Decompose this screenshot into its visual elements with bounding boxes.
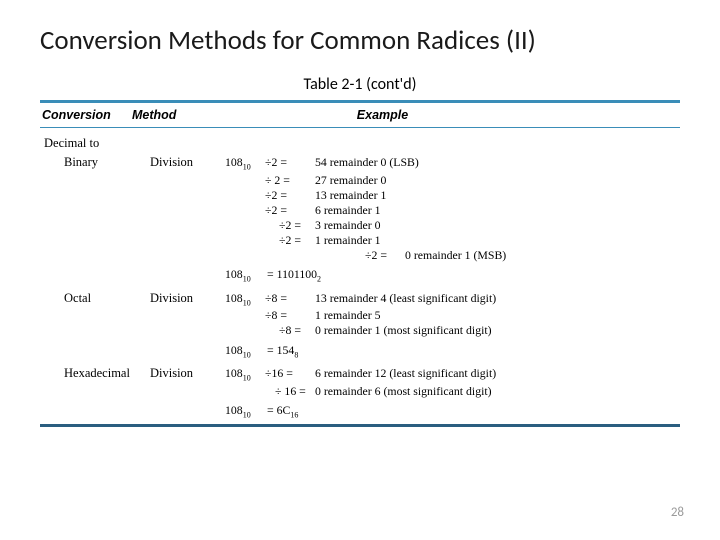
operator: ÷16 =	[265, 366, 315, 384]
calc-line: ÷2 =0 remainder 1 (MSB)	[225, 248, 680, 263]
example-cell: 10810÷2 =54 remainder 0 (LSB) ÷ 2 =27 re…	[225, 155, 680, 285]
rhs-value: 13 remainder 1	[315, 188, 680, 203]
operator: ÷8 =	[265, 308, 315, 323]
method-name: Division	[150, 155, 225, 170]
result-lhs: 108	[225, 403, 243, 417]
rhs-value: 3 remainder 0	[315, 218, 680, 233]
header-method: Method	[132, 108, 227, 122]
rhs-value: 13 remainder 4 (least significant digit)	[315, 291, 680, 309]
operator: ÷8 =	[265, 323, 315, 338]
operator: ÷2 =	[265, 203, 315, 218]
operator: ÷2 =	[265, 233, 315, 248]
section-label: Decimal to	[44, 136, 680, 151]
lhs-subscript: 10	[243, 162, 251, 171]
result-lhs: 108	[225, 267, 243, 281]
example-cell: 10810÷8 =13 remainder 4 (least significa…	[225, 291, 680, 360]
result-rhs-sub: 16	[290, 410, 298, 419]
page-title: Conversion Methods for Common Radices (I…	[40, 24, 680, 57]
table-row-hex: Hexadecimal Division 10810÷16 =6 remaind…	[40, 366, 680, 420]
rhs-value: 0 remainder 1 (most significant digit)	[315, 323, 680, 338]
rhs-value: 1 remainder 1	[315, 233, 680, 248]
rhs-value: 54 remainder 0 (LSB)	[315, 155, 680, 173]
calc-line: ÷2 =6 remainder 1	[225, 203, 680, 218]
result-rhs-sub: 2	[317, 275, 321, 284]
result-lhs-sub: 10	[243, 350, 251, 359]
rule-bottom	[40, 424, 680, 427]
operator: ÷2 =	[265, 248, 405, 263]
result-rhs: 1101100	[277, 267, 317, 281]
result-line: 10810= 1548	[225, 343, 680, 361]
calc-line: ÷8 =0 remainder 1 (most significant digi…	[225, 323, 680, 338]
operator: ÷2 =	[265, 155, 315, 173]
result-line: 10810= 6C16	[225, 403, 680, 421]
table-header-row: Conversion Method Example	[40, 103, 680, 127]
calc-line: 10810 ÷16 =6 remainder 12 (least signific…	[225, 366, 680, 384]
rhs-value: 0 remainder 6 (most significant digit)	[315, 384, 680, 399]
table-caption: Table 2-1 (cont'd)	[40, 75, 680, 94]
conversion-name: Hexadecimal	[40, 366, 150, 381]
result-rhs-sub: 8	[294, 350, 298, 359]
calc-line: ÷ 16 =0 remainder 6 (most significant di…	[225, 384, 680, 399]
table-row-binary: Binary Division 10810÷2 =54 remainder 0 …	[40, 155, 680, 285]
operator: ÷ 16 =	[265, 384, 315, 399]
conversion-name: Octal	[40, 291, 150, 306]
calc-line: ÷8 =1 remainder 5	[225, 308, 680, 323]
table-body: Decimal to Binary Division 10810÷2 =54 r…	[40, 128, 680, 420]
calc-line: ÷2 =3 remainder 0	[225, 218, 680, 233]
header-conversion: Conversion	[42, 108, 132, 122]
result-rhs: 154	[277, 343, 295, 357]
calc-line: ÷2 =1 remainder 1	[225, 233, 680, 248]
page-number: 28	[671, 505, 684, 520]
header-example: Example	[227, 108, 678, 122]
example-cell: 10810÷16 =6 remainder 12 (least signific…	[225, 366, 680, 420]
operator: ÷ 2 =	[265, 173, 315, 188]
result-lhs: 108	[225, 343, 243, 357]
lhs-value: 108	[225, 155, 243, 169]
table-container: Conversion Method Example Decimal to Bin…	[40, 100, 680, 427]
table-row-octal: Octal Division 10810÷8 =13 remainder 4 (…	[40, 291, 680, 360]
lhs-subscript: 10	[243, 373, 251, 382]
rhs-value: 1 remainder 5	[315, 308, 680, 323]
result-lhs-sub: 10	[243, 410, 251, 419]
operator: ÷8 =	[265, 291, 315, 309]
rhs-value: 0 remainder 1 (MSB)	[405, 248, 680, 263]
conversion-name: Binary	[40, 155, 150, 170]
result-line: 10810= 11011002	[225, 267, 680, 285]
rhs-value: 6 remainder 1	[315, 203, 680, 218]
lhs-value: 108	[225, 291, 243, 305]
calc-line: 10810 ÷8 =13 remainder 4 (least significa…	[225, 291, 680, 309]
result-rhs: 6C	[277, 403, 291, 417]
calc-line: ÷ 2 =27 remainder 0	[225, 173, 680, 188]
result-lhs-sub: 10	[243, 275, 251, 284]
lhs-subscript: 10	[243, 298, 251, 307]
rhs-value: 27 remainder 0	[315, 173, 680, 188]
method-name: Division	[150, 366, 225, 381]
calc-line: ÷2 =13 remainder 1	[225, 188, 680, 203]
method-name: Division	[150, 291, 225, 306]
operator: ÷2 =	[265, 188, 315, 203]
lhs-value: 108	[225, 366, 243, 380]
calc-line: 10810 ÷2 =54 remainder 0 (LSB)	[225, 155, 680, 173]
operator: ÷2 =	[265, 218, 315, 233]
rhs-value: 6 remainder 12 (least significant digit)	[315, 366, 680, 384]
